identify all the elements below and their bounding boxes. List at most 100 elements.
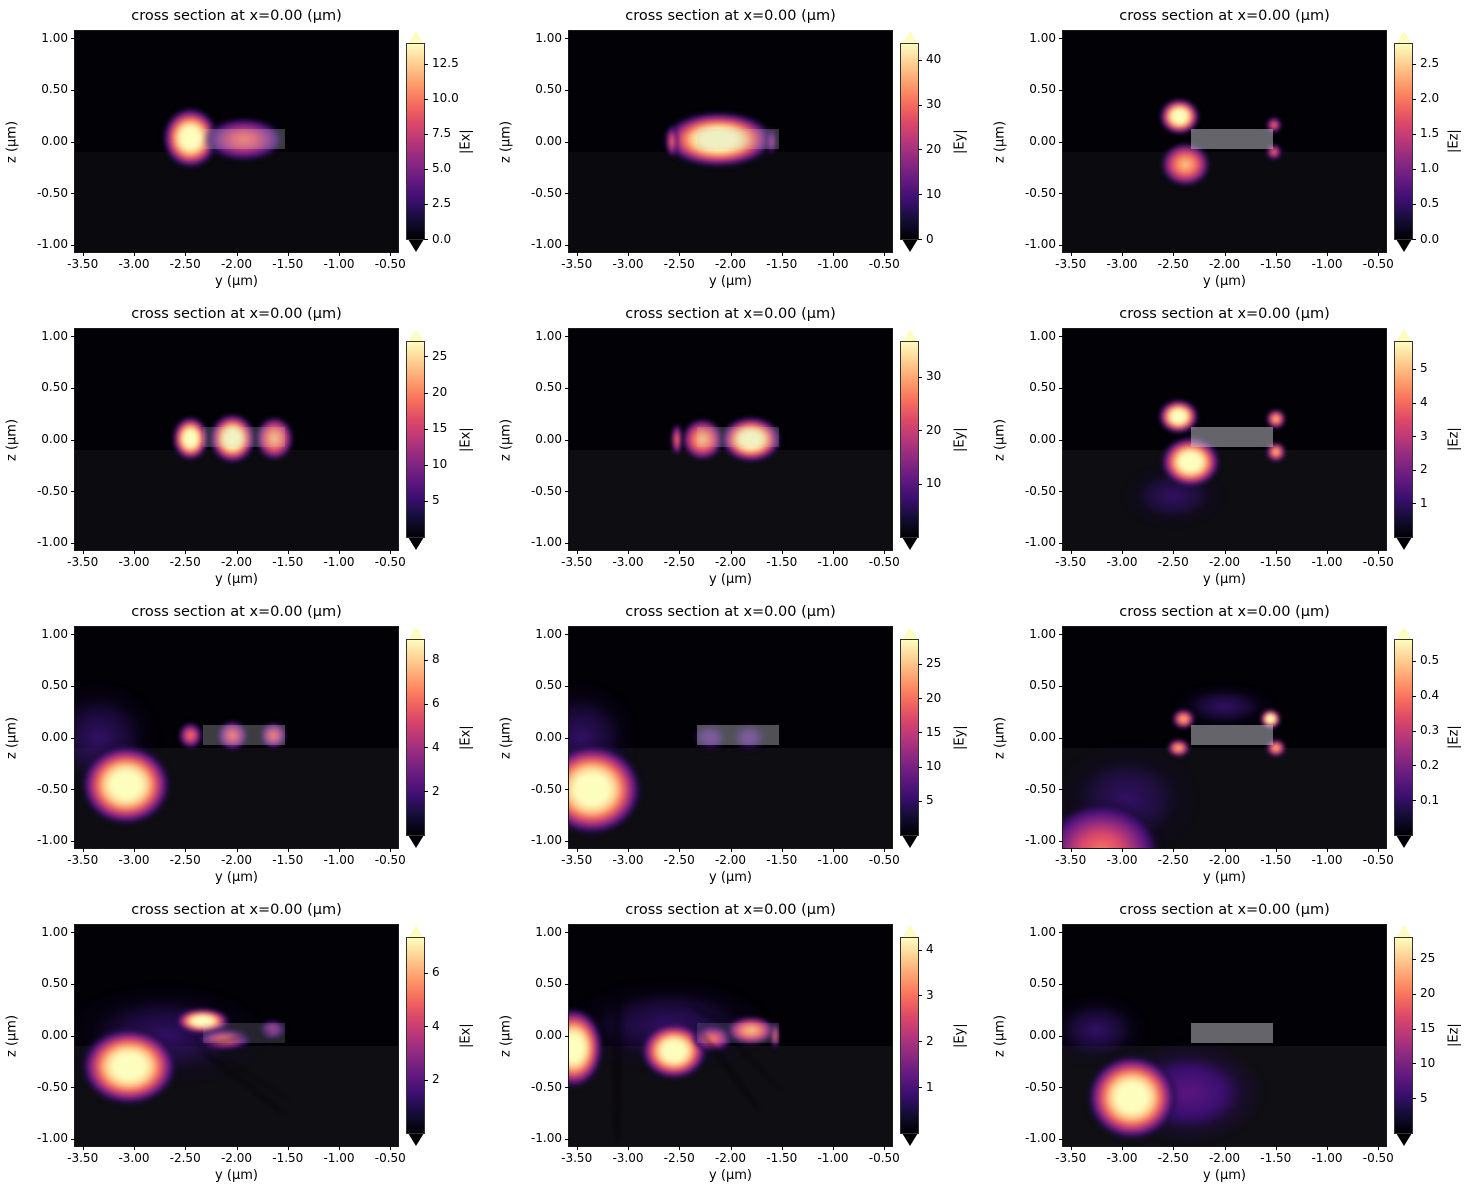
y-axis-tick-label: 1.00 — [1029, 924, 1056, 939]
y-axis-tick-label: 0.00 — [1029, 134, 1056, 148]
colorbar-tick-mark — [424, 791, 428, 793]
colorbar-tick-label: 20 — [926, 141, 942, 156]
field-intensity-blob — [661, 110, 775, 169]
field-intensity-blob — [1167, 738, 1190, 758]
colorbar-tick-label: 15 — [432, 421, 448, 436]
field-intensity-blob — [1260, 708, 1281, 730]
y-axis-tick-label: -1.00 — [1024, 1131, 1056, 1146]
x-axis-tick-mark — [884, 252, 886, 256]
colorbar-tick-mark — [424, 659, 428, 661]
y-axis-tick-mark — [565, 336, 569, 338]
y-axis-tick-label: -0.50 — [36, 781, 68, 796]
y-axis-tick-mark — [565, 789, 569, 791]
colorbar — [900, 627, 919, 848]
colorbar-tick-mark — [918, 239, 922, 240]
x-axis-tick-label: -3.00 — [118, 257, 150, 271]
heatmap-plot-area — [74, 328, 399, 551]
x-axis-tick-mark — [781, 550, 783, 554]
x-axis-tick-label: -3.50 — [1055, 257, 1087, 271]
x-axis-tick-label: -2.00 — [220, 853, 253, 867]
waveguide-overlay — [1190, 725, 1273, 745]
x-axis-tick-mark — [1122, 1146, 1123, 1150]
colorbar-tick-label: 20 — [926, 422, 942, 437]
colorbar-tick-mark — [918, 766, 922, 768]
x-axis-tick-mark — [134, 252, 135, 256]
x-axis-tick-mark — [287, 848, 289, 852]
x-axis-tick-mark — [1173, 1146, 1175, 1150]
y-axis-tick-label: 0.50 — [1029, 380, 1056, 395]
y-axis-tick-label: -0.50 — [36, 1079, 68, 1094]
colorbar — [1394, 31, 1413, 252]
x-axis-tick-mark — [781, 848, 783, 852]
colorbar-field-label: |Ey| — [952, 1023, 968, 1048]
colorbar-tick-label: 0.0 — [432, 231, 452, 246]
colorbar — [406, 925, 425, 1146]
colorbar-tick-mark — [918, 995, 922, 997]
x-axis-tick-label: -3.50 — [1055, 1151, 1087, 1165]
x-axis-tick-label: -2.50 — [1157, 1151, 1189, 1165]
colorbar-extend-min-arrow — [407, 1133, 424, 1146]
y-axis-tick-mark — [71, 89, 75, 91]
x-axis-tick-mark — [287, 550, 289, 554]
field-intensity-blob — [178, 722, 203, 749]
x-axis-tick-label: -1.00 — [323, 1151, 355, 1165]
plot-title: cross section at x=0.00 (μm) — [625, 8, 836, 24]
y-axis-tick-label: -0.50 — [1024, 781, 1056, 796]
x-axis-tick-label: -1.50 — [272, 1151, 304, 1165]
x-axis-tick-mark — [1070, 1146, 1072, 1150]
y-axis-tick-label: -1.00 — [530, 535, 562, 550]
y-axis-tick-label: 0.00 — [41, 1028, 68, 1042]
colorbar-tick-label: 4 — [432, 1018, 440, 1033]
substrate-region — [75, 152, 398, 252]
x-axis-tick-mark — [1327, 848, 1328, 852]
x-axis-tick-label: -3.00 — [612, 555, 644, 569]
x-axis-tick-label: -3.00 — [1106, 555, 1138, 569]
colorbar-tick-label: 10 — [926, 759, 942, 774]
x-axis-tick-mark — [236, 252, 238, 256]
colorbar-tick-label: 20 — [1420, 986, 1436, 1001]
subplot: cross section at x=0.00 (μm) z (μm) y (μ… — [494, 0, 988, 298]
y-axis-tick-mark — [71, 685, 75, 687]
y-axis-tick-mark — [1059, 387, 1063, 389]
y-axis-tick-mark — [565, 387, 569, 389]
colorbar-tick-mark — [424, 392, 428, 394]
heatmap-plot-area — [568, 328, 893, 551]
y-axis-tick-label: 1.00 — [535, 328, 562, 343]
x-axis-tick-mark — [185, 1146, 187, 1150]
plot-title: cross section at x=0.00 (μm) — [131, 8, 342, 24]
colorbar-gradient — [900, 639, 919, 836]
x-axis-tick-label: -3.00 — [612, 257, 644, 271]
y-axis-tick-label: 1.00 — [41, 626, 68, 641]
x-axis-tick-label: -0.50 — [374, 853, 406, 867]
y-axis-tick-mark — [71, 141, 75, 143]
colorbar-tick-mark — [424, 203, 428, 205]
colorbar-tick-mark — [424, 428, 428, 430]
colorbar-tick-label: 4 — [432, 739, 440, 754]
colorbar-extend-max-arrow — [1395, 31, 1412, 44]
colorbar-tick-label: 30 — [926, 97, 942, 111]
y-axis-tick-mark — [565, 932, 569, 934]
colorbar — [900, 329, 919, 550]
x-axis-tick-mark — [1173, 550, 1175, 554]
colorbar-tick-label: 0.0 — [1420, 231, 1440, 246]
colorbar — [406, 627, 425, 848]
x-axis-label: y (μm) — [215, 274, 258, 289]
colorbar-tick-label: 10 — [926, 186, 942, 201]
colorbar-tick-label: 0.4 — [1420, 688, 1440, 703]
x-axis-tick-label: -3.50 — [1055, 853, 1087, 867]
x-axis-tick-label: -1.50 — [272, 257, 304, 271]
x-axis-tick-mark — [1122, 848, 1123, 852]
colorbar — [1394, 329, 1413, 550]
x-axis-tick-label: -1.50 — [766, 555, 798, 569]
colorbar-tick-label: 15 — [1420, 1021, 1436, 1035]
y-axis-tick-mark — [71, 387, 75, 389]
y-axis-tick-mark — [565, 491, 569, 493]
y-axis-tick-mark — [71, 439, 75, 441]
waveguide-overlay — [696, 725, 779, 745]
x-axis-tick-label: -1.00 — [1311, 1151, 1343, 1165]
x-axis-tick-mark — [1275, 550, 1277, 554]
colorbar-tick-label: 8 — [432, 652, 440, 667]
x-axis-tick-mark — [1275, 848, 1277, 852]
colorbar — [900, 31, 919, 252]
x-axis-tick-label: -0.50 — [1362, 257, 1394, 271]
